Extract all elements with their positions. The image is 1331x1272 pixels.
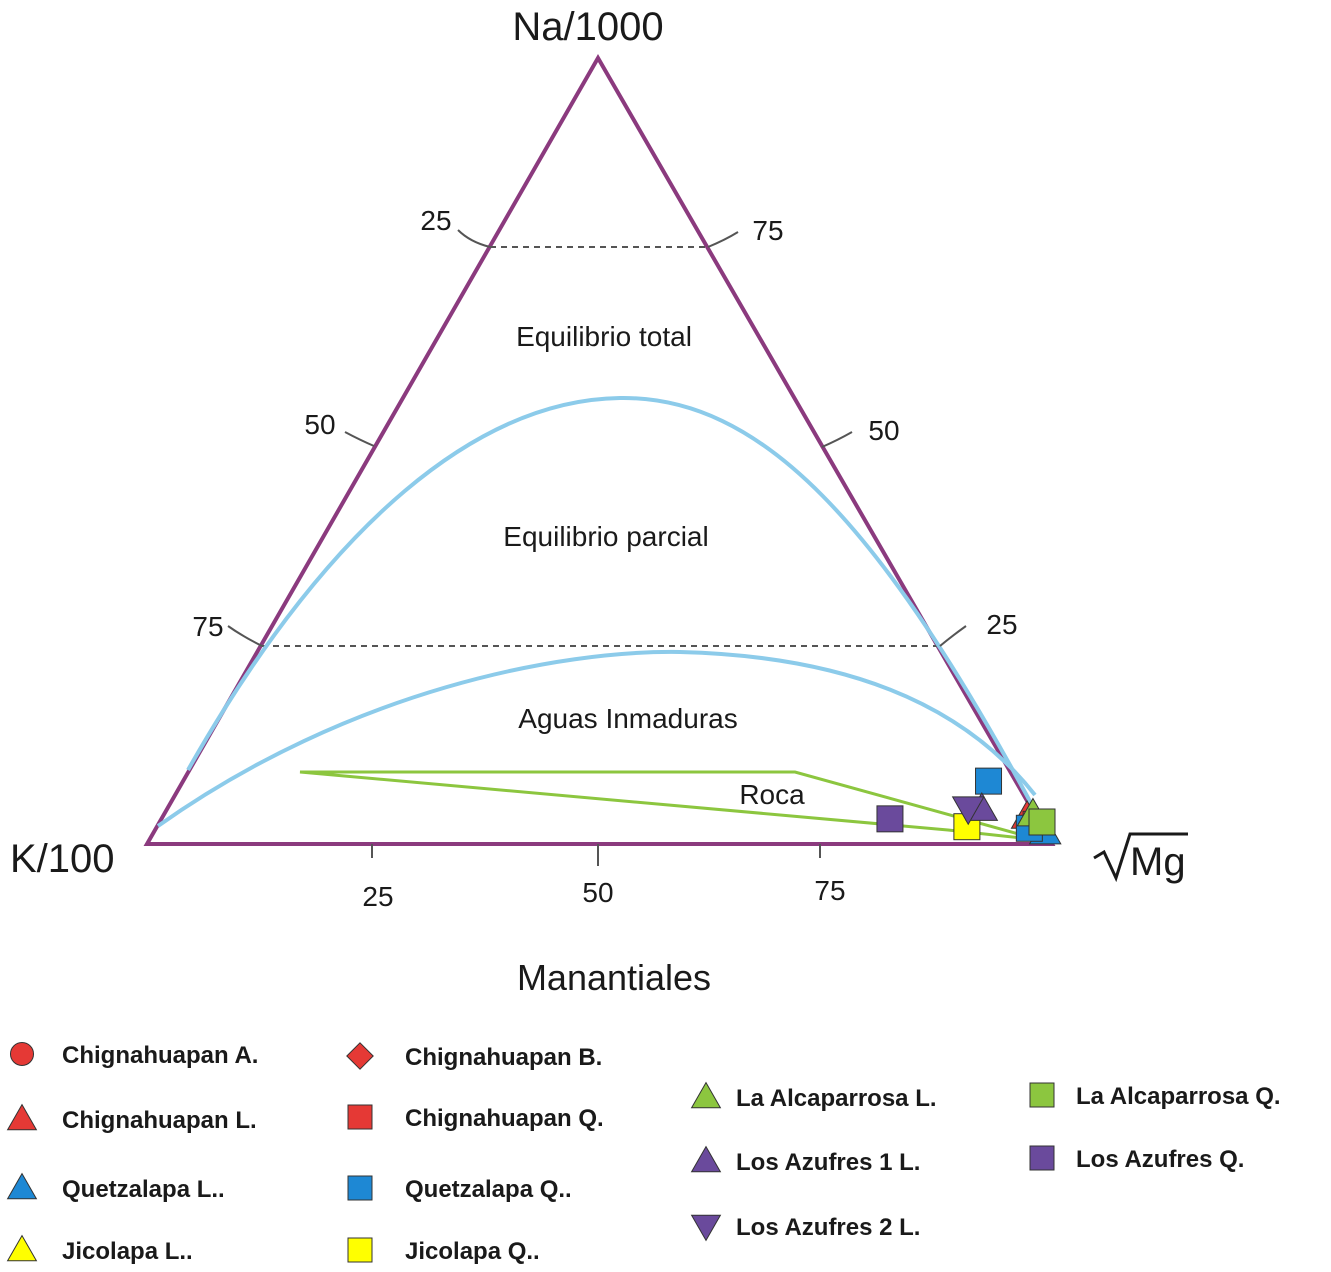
left-tick-label: 25 bbox=[420, 205, 451, 236]
legend-item: Quetzalapa Q.. bbox=[347, 1175, 572, 1203]
legend-marker bbox=[6, 1172, 38, 1200]
legend-label: Los Azufres 2 L. bbox=[736, 1214, 920, 1241]
legend-marker bbox=[1029, 1082, 1055, 1108]
legend-item: La Alcaparrosa Q. bbox=[1029, 1082, 1281, 1110]
full-equilibrium-curve bbox=[186, 395, 1042, 821]
legend-marker bbox=[690, 1214, 722, 1242]
legend-item: Quetzalapa L.. bbox=[6, 1172, 225, 1203]
bottom-tick-label: 50 bbox=[582, 877, 613, 908]
sqrt-symbol bbox=[1093, 832, 1188, 883]
legend-item: Chignahuapan L. bbox=[6, 1103, 257, 1134]
partial-equilibrium-curve bbox=[156, 649, 1037, 828]
data-points bbox=[876, 767, 1062, 845]
legend-item: Jicolapa Q.. bbox=[347, 1237, 540, 1265]
data-point bbox=[975, 767, 1003, 795]
right-edge-ticks bbox=[707, 231, 967, 647]
legend-label: Jicolapa Q.. bbox=[405, 1238, 540, 1265]
data-point bbox=[876, 805, 904, 833]
ternary-frame bbox=[143, 53, 1056, 846]
legend-item: Chignahuapan Q. bbox=[347, 1104, 604, 1132]
apex-label-left: K/100 bbox=[10, 837, 115, 881]
legend-marker bbox=[690, 1081, 722, 1109]
legend-item: Chignahuapan B. bbox=[346, 1042, 602, 1071]
apex-label-top: Na/1000 bbox=[512, 5, 663, 49]
legend-marker bbox=[6, 1103, 38, 1131]
legend-label: Chignahuapan A. bbox=[62, 1042, 258, 1069]
legend-title: Manantiales bbox=[517, 957, 711, 998]
data-point bbox=[1028, 808, 1056, 836]
legend-label: Los Azufres Q. bbox=[1076, 1146, 1244, 1173]
legend-marker bbox=[6, 1234, 38, 1262]
zone-label-immature-waters: Aguas Inmaduras bbox=[518, 703, 737, 734]
legend-item: La Alcaparrosa L. bbox=[690, 1081, 937, 1112]
legend-marker bbox=[347, 1104, 373, 1130]
bottom-tick-label: 75 bbox=[814, 875, 845, 906]
legend-label: Jicolapa L.. bbox=[62, 1238, 193, 1265]
legend-marker bbox=[347, 1175, 373, 1201]
zone-label-full-equilibrium: Equilibrio total bbox=[516, 321, 692, 352]
apex-label-right-text: Mg bbox=[1130, 840, 1186, 884]
zone-label-partial-equilibrium: Equilibrio parcial bbox=[503, 521, 708, 552]
legend-item: Los Azufres Q. bbox=[1029, 1145, 1244, 1173]
legend-marker bbox=[1029, 1145, 1055, 1171]
legend-marker bbox=[347, 1237, 373, 1263]
legend-label: La Alcaparrosa Q. bbox=[1076, 1083, 1281, 1110]
rock-region bbox=[299, 770, 1041, 842]
legend-item: Jicolapa L.. bbox=[6, 1234, 193, 1265]
right-tick-label: 75 bbox=[752, 215, 783, 246]
legend-item: Chignahuapan A. bbox=[9, 1041, 258, 1069]
legend-marker bbox=[9, 1041, 35, 1067]
legend: Chignahuapan A. Chignahuapan B. Chignahuap… bbox=[6, 1041, 1281, 1265]
legend-label: Quetzalapa Q.. bbox=[405, 1176, 572, 1203]
legend-label: Chignahuapan Q. bbox=[405, 1105, 604, 1132]
apex-label-right: Mg bbox=[1093, 832, 1188, 884]
legend-label: Quetzalapa L.. bbox=[62, 1176, 225, 1203]
legend-item: Los Azufres 2 L. bbox=[690, 1214, 920, 1242]
legend-label: Los Azufres 1 L. bbox=[736, 1149, 920, 1176]
left-tick-label: 75 bbox=[192, 611, 223, 642]
right-tick-label: 50 bbox=[868, 415, 899, 446]
bottom-tick-label: 25 bbox=[362, 881, 393, 912]
legend-marker bbox=[690, 1145, 722, 1173]
data-point bbox=[951, 796, 985, 826]
legend-label: La Alcaparrosa L. bbox=[736, 1085, 937, 1112]
left-tick-label: 50 bbox=[304, 409, 335, 440]
legend-label: Chignahuapan B. bbox=[405, 1044, 602, 1071]
legend-marker bbox=[346, 1042, 374, 1070]
left-edge-ticks bbox=[227, 229, 491, 647]
legend-item: Los Azufres 1 L. bbox=[690, 1145, 920, 1176]
bottom-ticks bbox=[371, 844, 821, 866]
legend-label: Chignahuapan L. bbox=[62, 1107, 257, 1134]
zone-label-rock: Roca bbox=[739, 779, 805, 810]
right-tick-label: 25 bbox=[986, 609, 1017, 640]
